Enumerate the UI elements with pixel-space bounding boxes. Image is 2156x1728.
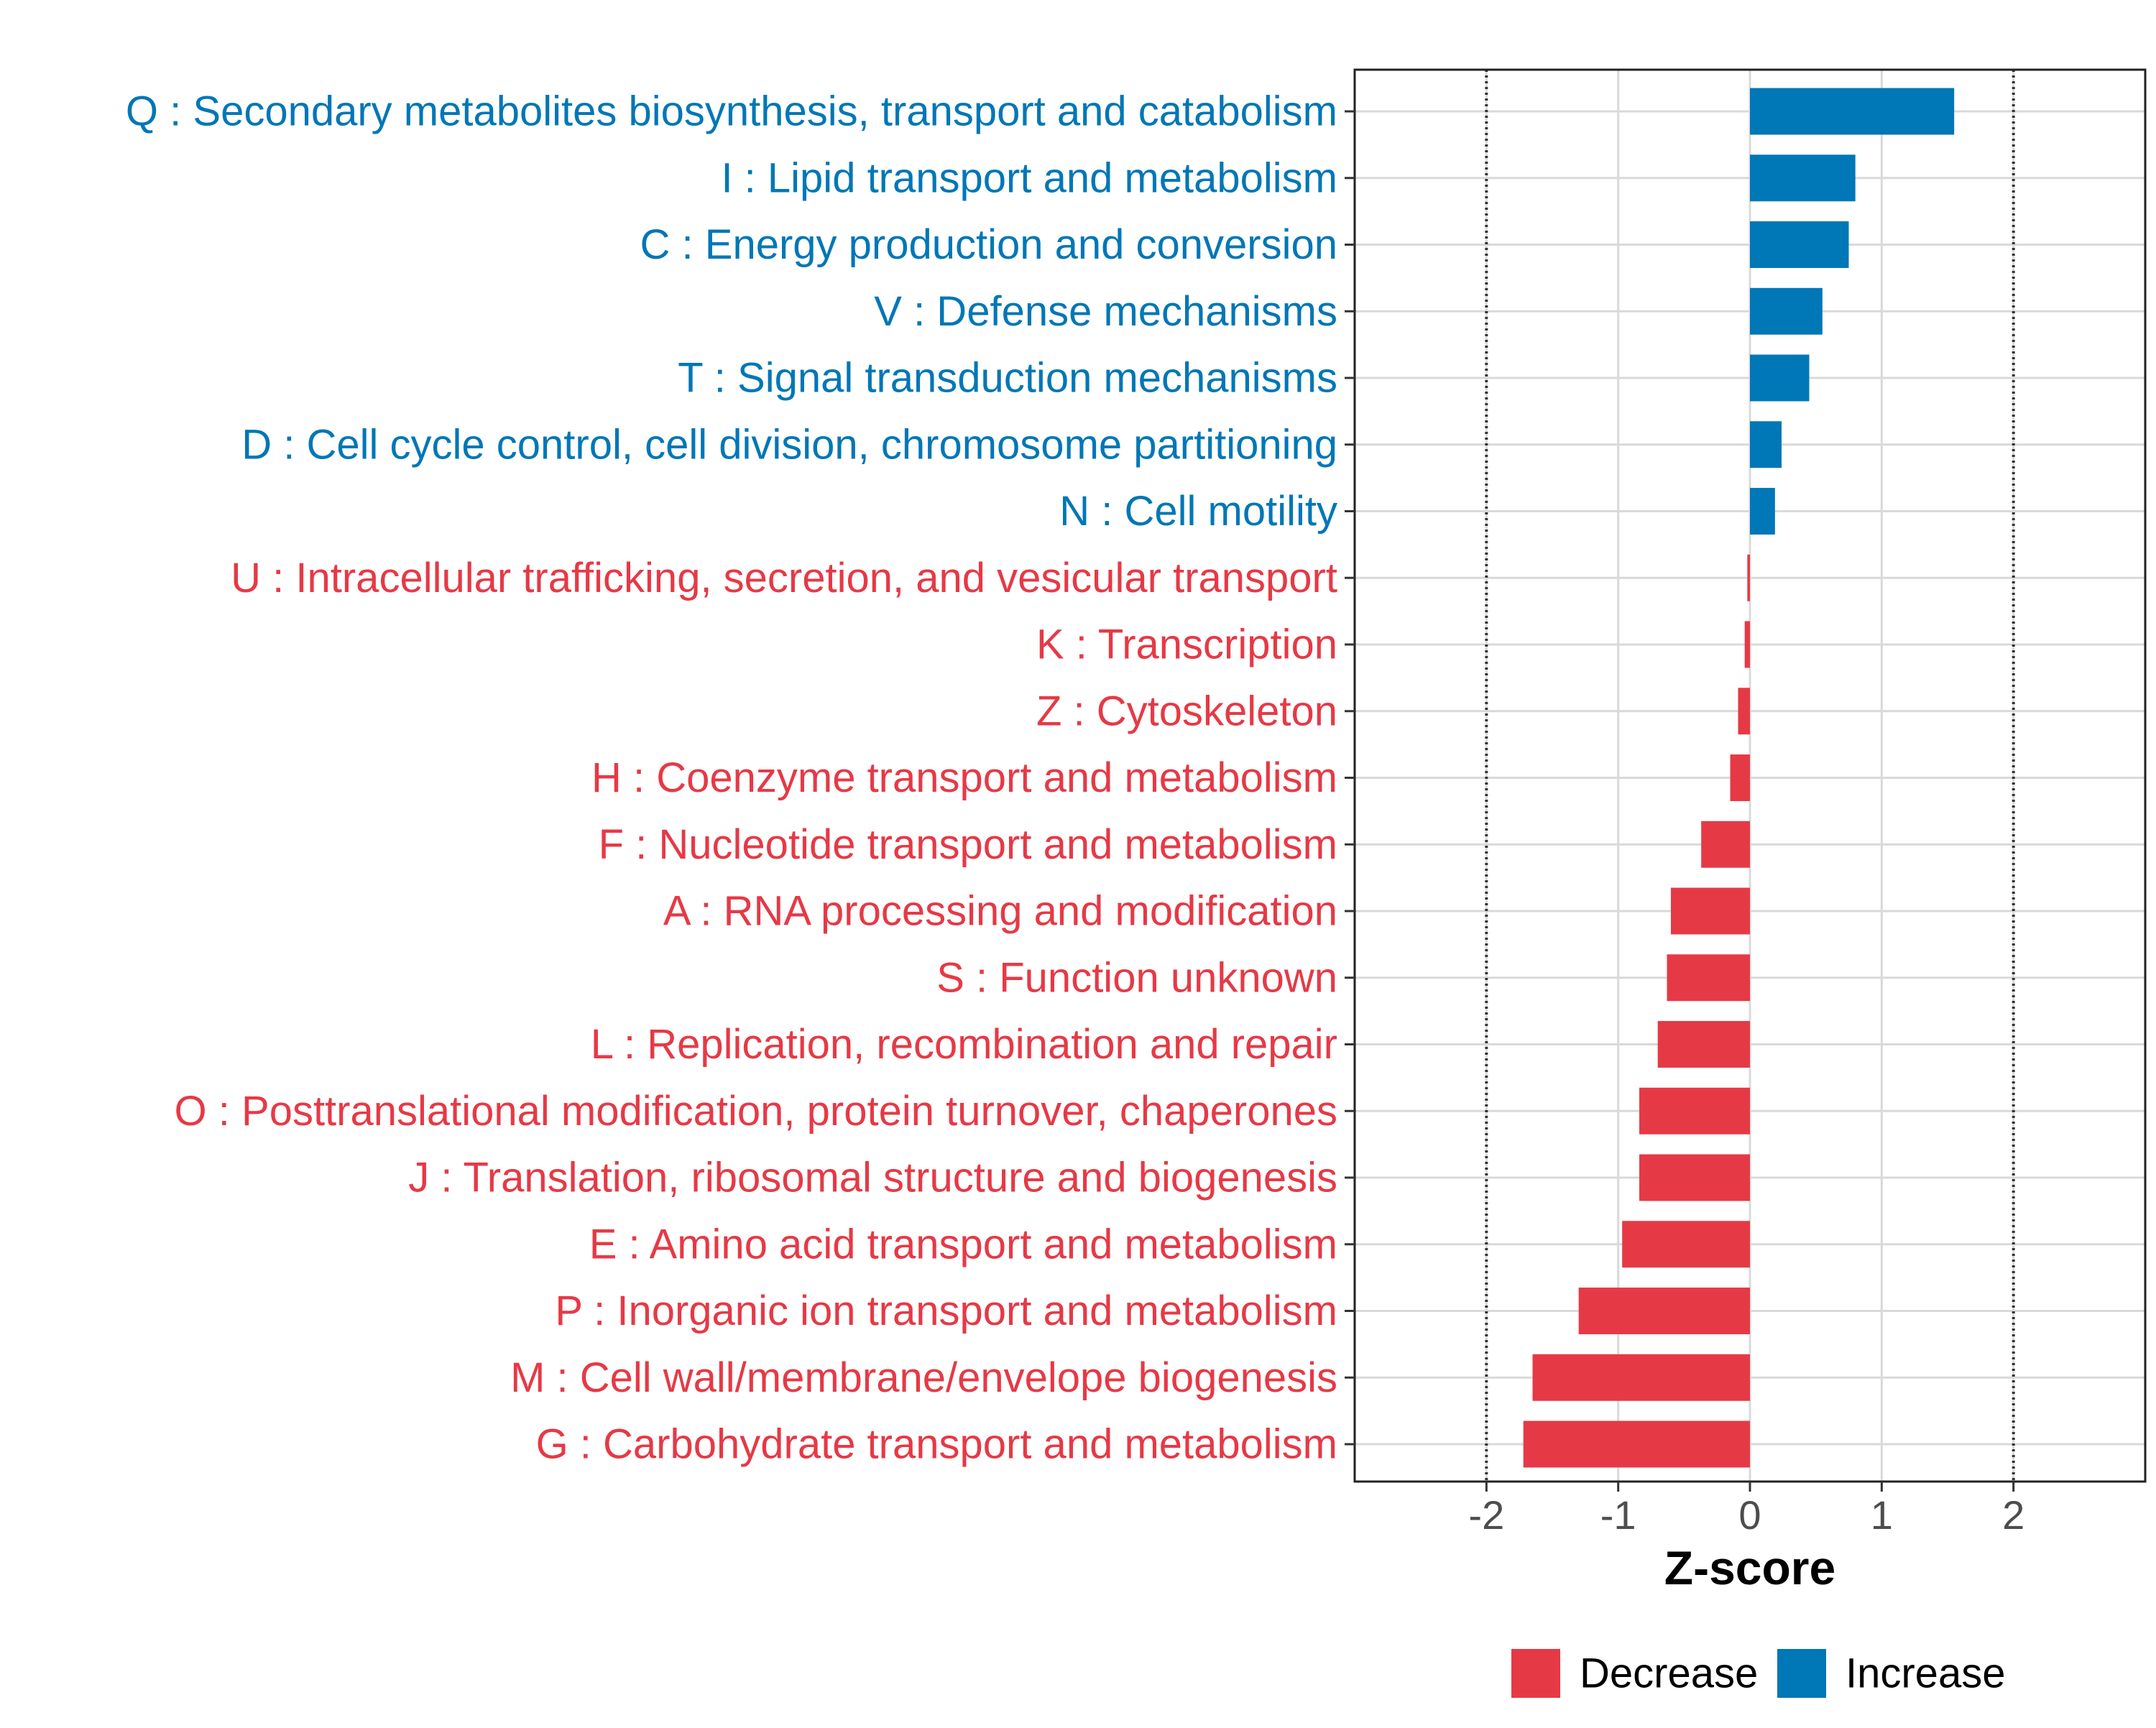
bar[interactable]	[1671, 887, 1750, 935]
category-label: L : Replication, recombination and repai…	[591, 1021, 1337, 1068]
category-label: Q : Secondary metabolites biosynthesis, …	[126, 88, 1337, 135]
category-label: C : Energy production and conversion	[640, 221, 1337, 268]
x-tick-label: -1	[1600, 1492, 1636, 1538]
x-tick-label: 2	[2002, 1492, 2024, 1538]
legend-swatch	[1777, 1649, 1826, 1698]
category-label: S : Function unknown	[936, 954, 1337, 1001]
category-label: E : Amino acid transport and metabolism	[589, 1221, 1337, 1267]
category-label: J : Translation, ribosomal structure and…	[408, 1155, 1337, 1201]
category-label: I : Lipid transport and metabolism	[721, 154, 1337, 201]
bar[interactable]	[1750, 421, 1782, 468]
bar[interactable]	[1750, 287, 1823, 335]
x-tick-label: 1	[1871, 1492, 1893, 1538]
legend-item-increase[interactable]: Increase	[1777, 1649, 2005, 1698]
bar[interactable]	[1750, 488, 1775, 535]
category-label: U : Intracellular trafficking, secretion…	[231, 555, 1337, 601]
bar[interactable]	[1532, 1354, 1751, 1401]
bar[interactable]	[1730, 754, 1751, 801]
legend-item-decrease[interactable]: Decrease	[1511, 1649, 1758, 1698]
bar[interactable]	[1622, 1221, 1750, 1268]
bar[interactable]	[1747, 554, 1750, 601]
bar[interactable]	[1750, 88, 1955, 135]
category-label: P : Inorganic ion transport and metaboli…	[555, 1288, 1337, 1334]
bar[interactable]	[1750, 154, 1856, 202]
category-labels: Q : Secondary metabolites biosynthesis, …	[126, 88, 1355, 1468]
x-axis: -2 -1 0 1 2	[1468, 1482, 2024, 1538]
bar[interactable]	[1750, 354, 1810, 402]
category-label: Z : Cytoskeleton	[1036, 688, 1337, 734]
legend[interactable]: Decrease Increase	[1511, 1649, 2005, 1698]
bar[interactable]	[1701, 821, 1750, 868]
category-label: M : Cell wall/membrane/envelope biogenes…	[510, 1354, 1337, 1401]
bar[interactable]	[1744, 621, 1750, 668]
category-label: O : Posttranslational modification, prot…	[175, 1088, 1337, 1135]
category-label: A : RNA processing and modification	[663, 888, 1337, 935]
legend-label: Decrease	[1580, 1650, 1758, 1697]
bar[interactable]	[1578, 1288, 1750, 1334]
bar[interactable]	[1639, 1087, 1750, 1135]
bar[interactable]	[1523, 1420, 1750, 1468]
bar[interactable]	[1639, 1154, 1750, 1201]
x-tick-label: 0	[1738, 1492, 1761, 1538]
category-label: F : Nucleotide transport and metabolism	[599, 821, 1337, 868]
bar-layer	[1523, 88, 1955, 1468]
bar[interactable]	[1750, 221, 1849, 268]
category-label: N : Cell motility	[1059, 488, 1337, 535]
bar[interactable]	[1738, 688, 1751, 735]
category-label: V : Defense mechanisms	[874, 288, 1337, 335]
x-axis-title: Z-score	[1664, 1541, 1835, 1594]
bar[interactable]	[1667, 954, 1751, 1002]
category-label: D : Cell cycle control, cell division, c…	[241, 421, 1337, 468]
category-label: K : Transcription	[1036, 622, 1337, 668]
x-tick-label: -2	[1468, 1492, 1504, 1538]
legend-swatch	[1511, 1649, 1560, 1698]
category-label: H : Coenzyme transport and metabolism	[591, 754, 1337, 801]
category-label: G : Carbohydrate transport and metabolis…	[536, 1421, 1337, 1468]
category-label: T : Signal transduction mechanisms	[678, 355, 1337, 402]
bar[interactable]	[1657, 1021, 1750, 1068]
legend-label: Increase	[1846, 1650, 2005, 1697]
